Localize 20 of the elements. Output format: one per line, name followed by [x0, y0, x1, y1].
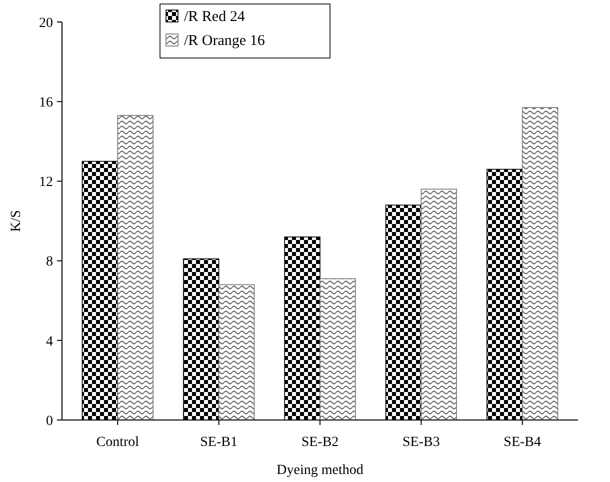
legend-label: /R Red 24 — [184, 9, 246, 25]
y-tick-label: 20 — [39, 16, 53, 31]
x-axis-title: Dyeing method — [276, 463, 364, 478]
y-tick-label: 4 — [46, 334, 53, 350]
x-tick-label: SE-B4 — [504, 435, 542, 450]
y-tick-label: 8 — [46, 254, 53, 270]
y-tick-label: 12 — [39, 175, 53, 190]
x-tick-label: SE-B3 — [402, 435, 440, 450]
bar — [320, 278, 356, 420]
x-tick-label: SE-B1 — [200, 435, 238, 450]
legend-label: /R Orange 16 — [184, 33, 266, 49]
x-tick-label: SE-B2 — [301, 435, 339, 450]
bar — [522, 107, 558, 420]
bar — [420, 188, 457, 420]
y-axis-title: K/S — [9, 210, 24, 232]
y-tick-label: 16 — [39, 96, 53, 110]
bar — [117, 115, 154, 420]
y-tick-label: 0 — [46, 414, 53, 429]
bar — [218, 284, 255, 420]
x-tick-label: Control — [96, 435, 140, 450]
